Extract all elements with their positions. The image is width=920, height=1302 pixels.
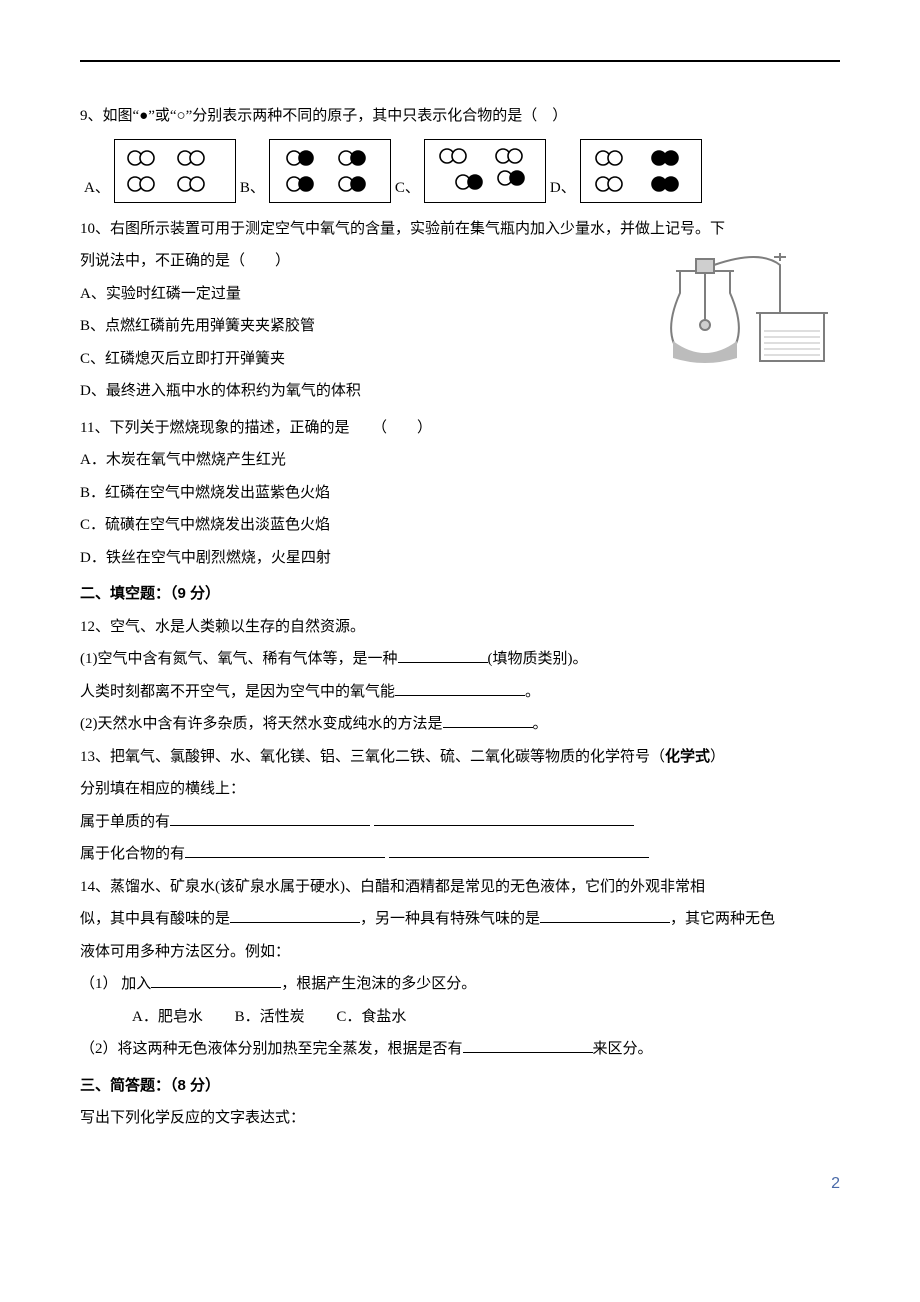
q9-label-B: B、 bbox=[240, 174, 265, 203]
q14-l2c: ，其它两种无色 bbox=[670, 911, 775, 927]
q14-l2a: 似，其中具有酸味的是 bbox=[80, 911, 230, 927]
q14-opts: A．肥皂水 B．活性炭 C．食盐水 bbox=[80, 1003, 840, 1032]
section3-title: 三、简答题：（8 分） bbox=[80, 1072, 840, 1101]
section2-title: 二、填空题：（9 分） bbox=[80, 580, 840, 609]
q11-D: D．铁丝在空气中剧烈燃烧，火星四射 bbox=[80, 544, 840, 573]
q14-l2: 似，其中具有酸味的是 ，另一种具有特殊气味的是 ，其它两种无色 bbox=[80, 905, 840, 934]
q13-compound: 属于化合物的有 bbox=[80, 840, 840, 869]
q9-box-A bbox=[114, 139, 236, 203]
q13-line2: 分别填在相应的横线上： bbox=[80, 775, 840, 804]
blank bbox=[230, 907, 360, 923]
q9-label-A: A、 bbox=[84, 174, 110, 203]
q13-stem-b: ） bbox=[710, 749, 725, 765]
q13-single: 属于单质的有 bbox=[80, 808, 840, 837]
q9-box-C bbox=[424, 139, 546, 203]
page-number: 2 bbox=[80, 1169, 840, 1199]
q14-optC: C．食盐水 bbox=[336, 1003, 406, 1032]
blank bbox=[443, 712, 533, 728]
q11-stem: 11、下列关于燃烧现象的描述，正确的是 （ ） bbox=[80, 414, 840, 443]
q11-B: B．红磷在空气中燃烧发出蓝紫色火焰 bbox=[80, 479, 840, 508]
header-rule bbox=[80, 60, 840, 62]
blank bbox=[374, 810, 634, 826]
blank bbox=[185, 842, 385, 858]
q-short-stem: 写出下列化学反应的文字表达式： bbox=[80, 1104, 840, 1133]
q12-p3b: 。 bbox=[533, 716, 548, 732]
q14-s1b: ，根据产生泡沫的多少区分。 bbox=[281, 976, 476, 992]
q14-optB: B．活性炭 bbox=[235, 1003, 305, 1032]
q12-p3a: (2)天然水中含有许多杂质，将天然水变成纯水的方法是 bbox=[80, 716, 443, 732]
q13-bold: 化学式 bbox=[665, 748, 710, 765]
q12-stem: 12、空气、水是人类赖以生存的自然资源。 bbox=[80, 613, 840, 642]
q13-stem: 13、把氧气、氯酸钾、水、氧化镁、铝、三氧化二铁、硫、二氧化碳等物质的化学符号（… bbox=[80, 743, 840, 772]
q14-optA: A．肥皂水 bbox=[132, 1003, 203, 1032]
q14-s2: （2）将这两种无色液体分别加热至完全蒸发，根据是否有 来区分。 bbox=[80, 1035, 840, 1064]
q9-box-B bbox=[269, 139, 391, 203]
q14-s2b: 来区分。 bbox=[593, 1041, 653, 1057]
q10-stem1: 10、右图所示装置可用于测定空气中氧气的含量，实验前在集气瓶内加入少量水，并做上… bbox=[80, 215, 840, 244]
q9-box-D bbox=[580, 139, 702, 203]
q11-C: C．硫磺在空气中燃烧发出淡蓝色火焰 bbox=[80, 511, 840, 540]
q13-single-label: 属于单质的有 bbox=[80, 814, 170, 830]
q12-p2: 人类时刻都离不开空气，是因为空气中的氧气能 。 bbox=[80, 678, 840, 707]
q14-l1: 14、蒸馏水、矿泉水(该矿泉水属于硬水)、白醋和酒精都是常见的无色液体，它们的外… bbox=[80, 873, 840, 902]
q12-p1a: (1)空气中含有氮气、氧气、稀有气体等，是一种 bbox=[80, 651, 398, 667]
q10-figure bbox=[640, 253, 840, 373]
q14-l3: 液体可用多种方法区分。例如： bbox=[80, 938, 840, 967]
q9-label-D: D、 bbox=[550, 174, 576, 203]
blank bbox=[151, 972, 281, 988]
blank bbox=[540, 907, 670, 923]
q11-A: A．木炭在氧气中燃烧产生红光 bbox=[80, 446, 840, 475]
q12-p1b: (填物质类别)。 bbox=[488, 651, 588, 667]
blank bbox=[395, 680, 525, 696]
q12-p2b: 。 bbox=[525, 684, 540, 700]
blank bbox=[170, 810, 370, 826]
blank bbox=[463, 1037, 593, 1053]
page-root: 9、如图“●”或“○”分别表示两种不同的原子，其中只表示化合物的是（ ） A、 … bbox=[0, 0, 920, 1239]
q14-l2b: ，另一种具有特殊气味的是 bbox=[360, 911, 540, 927]
blank bbox=[398, 647, 488, 663]
q12-p1: (1)空气中含有氮气、氧气、稀有气体等，是一种 (填物质类别)。 bbox=[80, 645, 840, 674]
blank bbox=[389, 842, 649, 858]
q9-label-C: C、 bbox=[395, 174, 420, 203]
q12-p2a: 人类时刻都离不开空气，是因为空气中的氧气能 bbox=[80, 684, 395, 700]
q13-stem-a: 13、把氧气、氯酸钾、水、氧化镁、铝、三氧化二铁、硫、二氧化碳等物质的化学符号（ bbox=[80, 749, 665, 765]
q9-stem: 9、如图“●”或“○”分别表示两种不同的原子，其中只表示化合物的是（ ） bbox=[80, 102, 840, 131]
q14-s1a: （1） 加入 bbox=[80, 976, 151, 992]
q12-p3: (2)天然水中含有许多杂质，将天然水变成纯水的方法是 。 bbox=[80, 710, 840, 739]
q13-compound-label: 属于化合物的有 bbox=[80, 846, 185, 862]
q14-s2a: （2）将这两种无色液体分别加热至完全蒸发，根据是否有 bbox=[80, 1041, 463, 1057]
q9-choices: A、 B、 C、 bbox=[80, 139, 840, 203]
q10-D: D、最终进入瓶中水的体积约为氧气的体积 bbox=[80, 377, 840, 406]
q14-s1: （1） 加入 ，根据产生泡沫的多少区分。 bbox=[80, 970, 840, 999]
